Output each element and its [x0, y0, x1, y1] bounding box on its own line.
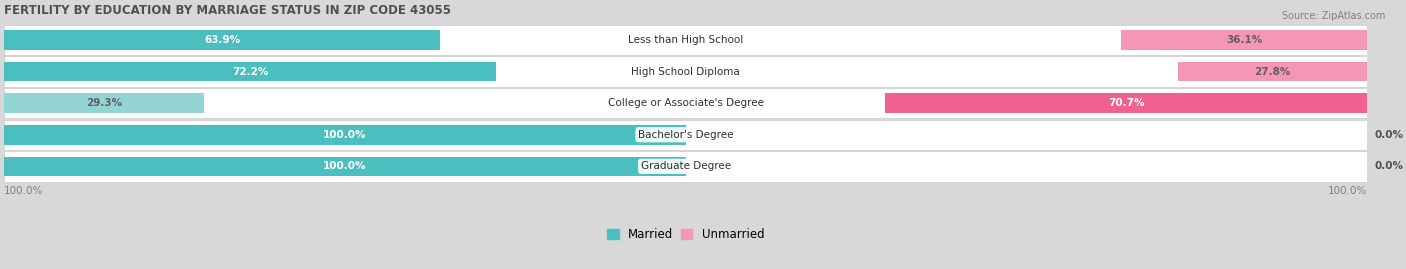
- Bar: [4, 56, 1368, 87]
- Bar: [4, 93, 204, 113]
- Bar: [4, 88, 1368, 118]
- Bar: [4, 125, 686, 144]
- Bar: [1122, 30, 1368, 50]
- Bar: [4, 30, 440, 50]
- Bar: [886, 93, 1368, 113]
- Text: 100.0%: 100.0%: [1329, 186, 1368, 196]
- Text: Less than High School: Less than High School: [628, 35, 744, 45]
- Text: 27.8%: 27.8%: [1254, 66, 1291, 76]
- Text: 72.2%: 72.2%: [232, 66, 269, 76]
- Legend: Married, Unmarried: Married, Unmarried: [602, 223, 769, 246]
- Bar: [4, 151, 1368, 182]
- Bar: [4, 119, 1368, 150]
- Bar: [4, 25, 1368, 55]
- Text: Bachelor's Degree: Bachelor's Degree: [638, 130, 734, 140]
- Bar: [4, 62, 496, 81]
- Text: 0.0%: 0.0%: [1374, 161, 1403, 171]
- Text: 100.0%: 100.0%: [323, 130, 367, 140]
- Text: Graduate Degree: Graduate Degree: [641, 161, 731, 171]
- Text: High School Diploma: High School Diploma: [631, 66, 740, 76]
- Text: 0.0%: 0.0%: [1374, 130, 1403, 140]
- Text: 100.0%: 100.0%: [4, 186, 44, 196]
- Text: 63.9%: 63.9%: [204, 35, 240, 45]
- Bar: [1178, 62, 1368, 81]
- Text: 29.3%: 29.3%: [86, 98, 122, 108]
- Text: College or Associate's Degree: College or Associate's Degree: [607, 98, 763, 108]
- Text: FERTILITY BY EDUCATION BY MARRIAGE STATUS IN ZIP CODE 43055: FERTILITY BY EDUCATION BY MARRIAGE STATU…: [4, 4, 451, 17]
- Bar: [4, 157, 686, 176]
- Text: 100.0%: 100.0%: [323, 161, 367, 171]
- Text: 70.7%: 70.7%: [1108, 98, 1144, 108]
- Text: Source: ZipAtlas.com: Source: ZipAtlas.com: [1281, 11, 1385, 21]
- Text: 36.1%: 36.1%: [1226, 35, 1263, 45]
